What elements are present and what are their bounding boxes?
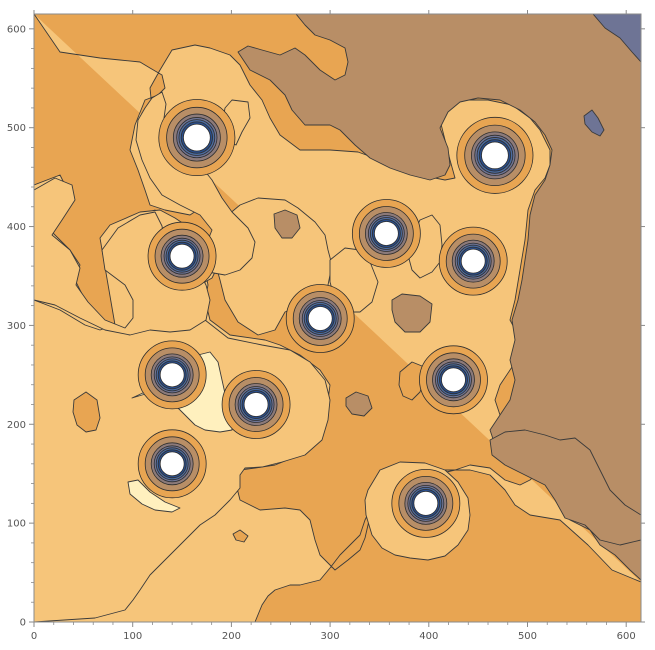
- y-tick-label: 300: [7, 321, 26, 332]
- x-axis: 0 100 200 300 400 500 600: [31, 10, 636, 642]
- x-tick-label: 600: [617, 631, 636, 642]
- contour-island-1: [273, 209, 301, 239]
- well-ring: [159, 451, 185, 477]
- contour-island-2: [391, 293, 433, 333]
- contour-blob-3: [232, 529, 249, 543]
- contour-region-slate-speck: [583, 109, 605, 137]
- y-tick-label: 200: [7, 420, 26, 431]
- well-ring: [481, 141, 509, 170]
- y-axis: 0 100 200 300 400 500 600: [7, 24, 645, 629]
- well-ring: [307, 306, 333, 331]
- well-ring: [169, 243, 195, 269]
- x-tick-label: 300: [321, 631, 340, 642]
- well-7: [137, 340, 207, 410]
- x-tick-label: 500: [518, 631, 537, 642]
- x-tick-label: 100: [123, 631, 142, 642]
- contour-region-slate-corner: [592, 14, 641, 63]
- well-10: [137, 429, 207, 499]
- well-ring: [243, 392, 269, 417]
- well-8: [221, 370, 291, 439]
- well-9: [419, 345, 488, 415]
- well-4: [351, 199, 421, 268]
- y-tick-label: 400: [7, 222, 26, 233]
- x-tick-label: 400: [419, 631, 438, 642]
- well-ring: [460, 248, 486, 274]
- y-tick-label: 0: [20, 618, 26, 629]
- well-2: [456, 116, 534, 194]
- well-ring: [159, 362, 185, 388]
- y-tick-label: 100: [7, 519, 26, 530]
- contour-blob-1: [72, 391, 101, 433]
- x-tick-label: 200: [222, 631, 241, 642]
- well-ring: [441, 367, 466, 393]
- well-ring: [183, 123, 211, 152]
- contour-blob-2: [398, 361, 425, 401]
- well-ring: [373, 221, 399, 246]
- x-tick-label: 0: [31, 631, 37, 642]
- contour-region-cream-2: [127, 479, 181, 513]
- contour-island-4: [489, 429, 641, 546]
- well-1: [158, 99, 236, 177]
- wells-layer: [137, 99, 534, 538]
- contour-island-3: [345, 391, 373, 417]
- well-5: [438, 226, 508, 296]
- well-6: [285, 284, 355, 353]
- plot-area: [34, 14, 641, 622]
- y-tick-label: 500: [7, 123, 26, 134]
- plot-frame: [33, 13, 642, 623]
- well-ring: [413, 490, 439, 516]
- well-11: [391, 468, 461, 538]
- y-tick-label: 600: [7, 24, 26, 35]
- contour-region-light-upper: [34, 177, 211, 336]
- well-3: [147, 221, 217, 291]
